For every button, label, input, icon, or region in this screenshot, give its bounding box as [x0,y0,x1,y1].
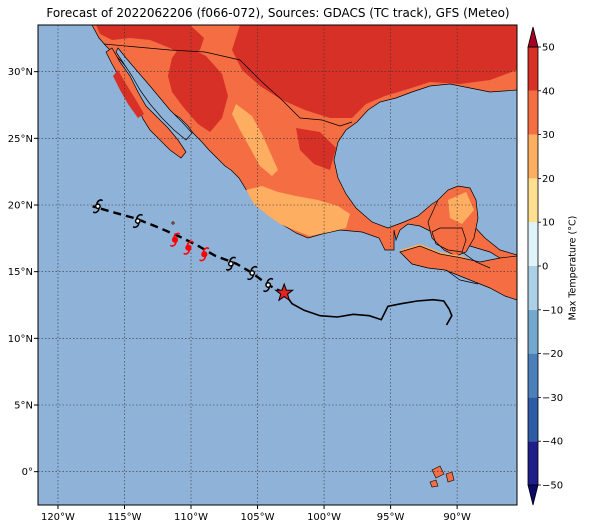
colorbar-segment [528,47,538,91]
cyclone-track [92,199,453,326]
colorbar-segment [528,90,538,135]
colorbar-min-extension [527,484,539,506]
colorbar-segment [528,353,538,398]
colorbar-tick-label: 40 [542,86,555,97]
lon-tick-label: 105°W [241,512,275,523]
tropical-cyclone-icon [225,256,236,271]
islands [171,221,455,488]
colorbar-tick-label: 30 [542,130,555,141]
cool-zone-sierra [232,104,278,176]
past-track-line [283,292,453,326]
tropical-cyclone-icon [132,213,143,229]
tropical-cyclone-icon [199,247,210,262]
lon-tick-label: 110°W [174,512,208,523]
lat-tick-label: 15°N [8,267,33,278]
colorbar-segment [528,178,538,223]
lat-tick-label: 20°N [8,201,33,212]
current-position-star [274,282,295,302]
tropical-cyclone-icon [247,265,258,281]
lon-tick-label: 90°W [443,512,471,523]
land-region-central-america [399,245,517,301]
graticule [38,25,517,505]
colorbar-tick-label: −50 [542,481,563,492]
hot-zone-sonora [168,44,228,132]
map-frame [37,24,518,506]
lon-tick-label: 100°W [307,512,341,523]
colorbar-segment [528,222,538,266]
cool-zone-central [246,186,350,236]
colorbar-tick-label: −10 [542,305,563,316]
lat-tick-label: 25°N [8,134,33,145]
lon-tick-label: 95°W [377,512,405,523]
map-title: Forecast of 2022062206 (f066-072), Sourc… [46,6,510,20]
tropical-cyclone-icon [170,232,180,247]
tropical-cyclone-icon [263,277,274,293]
lat-tick-label: 30°N [8,67,33,78]
land-temperature-field [91,25,517,301]
colorbar-segment [528,309,538,354]
colorbar-max-extension [527,26,539,48]
colorbar-tick-label: −30 [542,393,563,404]
colorbar-segment [528,134,538,179]
colorbar-tick-label: 10 [542,218,555,229]
forecast-track-line [92,205,285,295]
colorbar-segment [528,441,538,485]
colorbar: 50 40 30 20 10 0 −10 −20 −30 −40 −50 [527,26,563,506]
cool-zone-guatemala [448,192,474,224]
lat-tick-label: 5°N [14,401,33,412]
colorbar-tick-label: −40 [542,437,563,448]
colorbar-label: Max Temperature (°C) [567,215,579,321]
country-borders [103,43,491,285]
latitude-axis: 30°N 25°N 20°N 15°N 10°N 5°N 0° [8,67,38,478]
hot-zone-baja [113,70,144,118]
colorbar-segment [528,266,538,310]
lon-tick-label: 115°W [107,512,141,523]
hot-zone-northwest [96,25,204,56]
colorbar-segment [528,397,538,442]
lat-tick-label: 10°N [8,334,33,345]
tropical-cyclone-icon [183,240,194,255]
colorbar-tick-label: 0 [542,262,548,273]
colorbar-tick-label: 50 [542,43,555,54]
colorbar-tick-label: 20 [542,174,555,185]
longitude-axis: 120°W 115°W 110°W 105°W 100°W 95°W 90°W [41,505,471,523]
gulf-of-california [115,47,193,141]
tropical-cyclone-icon [92,199,103,214]
lon-tick-label: 120°W [41,512,75,523]
lat-tick-label: 0° [22,467,33,478]
colorbar-tick-label: −20 [542,349,563,360]
